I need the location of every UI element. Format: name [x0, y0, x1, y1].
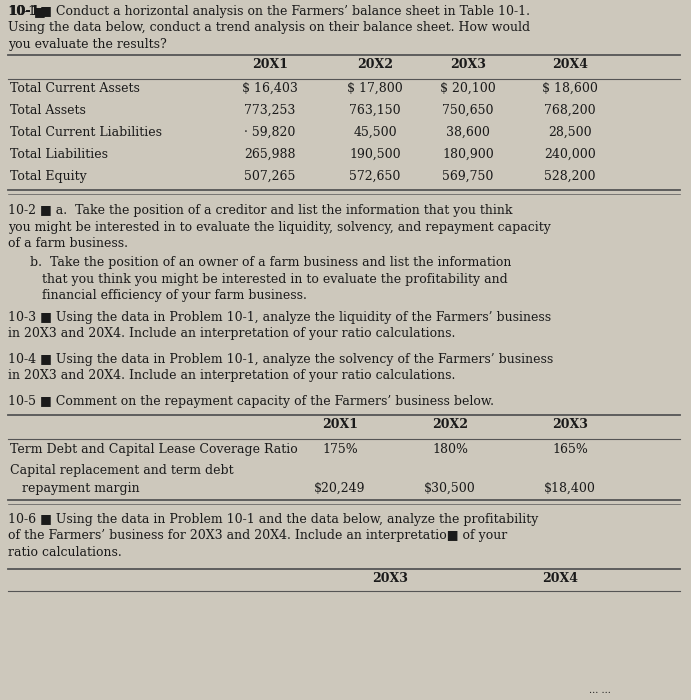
Text: $ 16,403: $ 16,403 — [242, 82, 298, 95]
Text: 265,988: 265,988 — [244, 148, 296, 161]
Text: 180,900: 180,900 — [442, 148, 494, 161]
Text: 10-5 ■ Comment on the repayment capacity of the Farmers’ business below.: 10-5 ■ Comment on the repayment capacity… — [8, 395, 494, 408]
Text: 10-1: 10-1 — [8, 5, 39, 18]
Text: $ 17,800: $ 17,800 — [347, 82, 403, 95]
Text: repayment margin: repayment margin — [10, 482, 140, 495]
Text: 38,600: 38,600 — [446, 126, 490, 139]
Text: 20X4: 20X4 — [542, 572, 578, 585]
Text: 10-6 ■ Using the data in Problem 10-1 and the data below, analyze the profitabil: 10-6 ■ Using the data in Problem 10-1 an… — [8, 513, 538, 559]
Text: Term Debt and Capital Lease Coverage Ratio: Term Debt and Capital Lease Coverage Rat… — [10, 443, 298, 456]
Text: 10-2 ■ a.  Take the position of a creditor and list the information that you thi: 10-2 ■ a. Take the position of a credito… — [8, 204, 551, 250]
Text: 20X2: 20X2 — [357, 58, 393, 71]
Text: Total Assets: Total Assets — [10, 104, 86, 117]
Text: 10-1: 10-1 — [8, 5, 39, 18]
Text: 528,200: 528,200 — [545, 170, 596, 183]
Text: 240,000: 240,000 — [544, 148, 596, 161]
Text: 10-3 ■ Using the data in Problem 10-1, analyze the liquidity of the Farmers’ bus: 10-3 ■ Using the data in Problem 10-1, a… — [8, 311, 551, 340]
Text: 768,200: 768,200 — [545, 104, 596, 117]
Text: 20X4: 20X4 — [552, 58, 588, 71]
Text: Total Liabilities: Total Liabilities — [10, 148, 108, 161]
Text: ... ...: ... ... — [589, 686, 611, 695]
Text: 572,650: 572,650 — [350, 170, 401, 183]
Text: 175%: 175% — [322, 443, 358, 456]
Text: 28,500: 28,500 — [548, 126, 591, 139]
Text: $ 20,100: $ 20,100 — [440, 82, 496, 95]
Text: Total Current Liabilities: Total Current Liabilities — [10, 126, 162, 139]
Text: $20,249: $20,249 — [314, 482, 366, 495]
Text: ■: ■ — [30, 5, 50, 18]
Text: 569,750: 569,750 — [442, 170, 493, 183]
Text: 20X1: 20X1 — [322, 418, 358, 431]
Text: Total Equity: Total Equity — [10, 170, 87, 183]
Text: 190,500: 190,500 — [349, 148, 401, 161]
Text: b.  Take the position of an owner of a farm business and list the information
  : b. Take the position of an owner of a fa… — [18, 256, 511, 302]
Text: $18,400: $18,400 — [544, 482, 596, 495]
Text: 20X2: 20X2 — [432, 418, 468, 431]
Text: 10-4 ■ Using the data in Problem 10-1, analyze the solvency of the Farmers’ busi: 10-4 ■ Using the data in Problem 10-1, a… — [8, 353, 553, 382]
Text: · 59,820: · 59,820 — [245, 126, 296, 139]
Text: 45,500: 45,500 — [353, 126, 397, 139]
Text: 507,265: 507,265 — [245, 170, 296, 183]
Text: 20X3: 20X3 — [552, 418, 588, 431]
Text: 20X3: 20X3 — [372, 572, 408, 585]
Text: 165%: 165% — [552, 443, 588, 456]
Text: Total Current Assets: Total Current Assets — [10, 82, 140, 95]
Text: 20X3: 20X3 — [450, 58, 486, 71]
Text: 750,650: 750,650 — [442, 104, 494, 117]
Text: 773,253: 773,253 — [245, 104, 296, 117]
Text: Capital replacement and term debt: Capital replacement and term debt — [10, 464, 234, 477]
Text: 20X1: 20X1 — [252, 58, 288, 71]
Text: $30,500: $30,500 — [424, 482, 476, 495]
Text: 10-1 ■ Conduct a horizontal analysis on the Farmers’ balance sheet in Table 10-1: 10-1 ■ Conduct a horizontal analysis on … — [8, 5, 530, 51]
Text: $ 18,600: $ 18,600 — [542, 82, 598, 95]
Text: 180%: 180% — [432, 443, 468, 456]
Text: 763,150: 763,150 — [349, 104, 401, 117]
